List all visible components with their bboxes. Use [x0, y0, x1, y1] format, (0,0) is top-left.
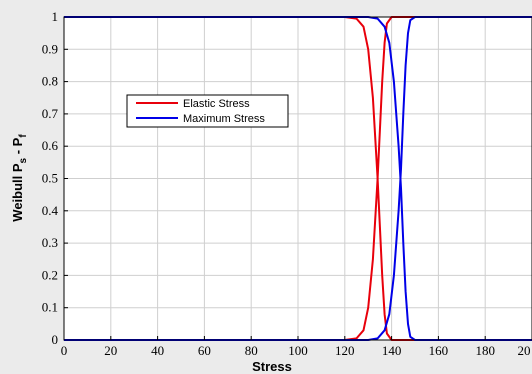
x-tick-label: 160 — [429, 343, 449, 358]
y-tick-label: 0.6 — [42, 138, 59, 153]
y-ticks: 0 0.1 0.2 0.3 0.4 0.5 0.6 0.7 0.8 0.9 1 — [42, 9, 68, 347]
x-tick-label: 40 — [151, 343, 164, 358]
legend-label-maximum: Maximum Stress — [183, 113, 265, 125]
grid-lines — [64, 17, 532, 340]
series-lines — [64, 16, 532, 341]
y-tick-label: 0.4 — [42, 203, 59, 218]
legend-label-elastic: Elastic Stress — [183, 98, 250, 110]
series-line-elastic-stress-0 — [64, 16, 532, 341]
x-tick-label: 140 — [382, 343, 402, 358]
y-tick-label: 0.1 — [42, 300, 58, 315]
x-axis-label: Stress — [252, 359, 292, 374]
y-tick-label: 1 — [52, 9, 59, 24]
y-tick-label: 0.9 — [42, 41, 58, 56]
y-tick-label: 0.8 — [42, 74, 58, 89]
y-axis-label: Weibull Ps - Pf — [10, 134, 29, 222]
x-tick-label: 80 — [245, 343, 258, 358]
legend: Elastic Stress Maximum Stress — [126, 94, 289, 128]
series-line-maximum-stress-0 — [64, 16, 532, 341]
y-tick-label: 0.3 — [42, 235, 58, 250]
x-tick-label: 100 — [288, 343, 308, 358]
y-tick-label: 0.5 — [42, 171, 58, 186]
legend-box — [126, 94, 289, 128]
x-ticks: 0 20 40 60 80 100 120 140 160 180 20 — [61, 336, 532, 358]
x-tick-label: 20 — [518, 343, 531, 358]
y-tick-label: 0.2 — [42, 267, 58, 282]
x-tick-label: 0 — [61, 343, 68, 358]
series-line-elastic-stress-1 — [64, 16, 532, 341]
x-tick-label: 180 — [475, 343, 495, 358]
y-tick-label: 0.7 — [42, 106, 59, 121]
x-tick-label: 60 — [198, 343, 211, 358]
y-tick-label: 0 — [52, 332, 59, 347]
x-tick-label: 20 — [104, 343, 117, 358]
x-tick-label: 120 — [335, 343, 355, 358]
series-line-maximum-stress-1 — [64, 16, 532, 341]
